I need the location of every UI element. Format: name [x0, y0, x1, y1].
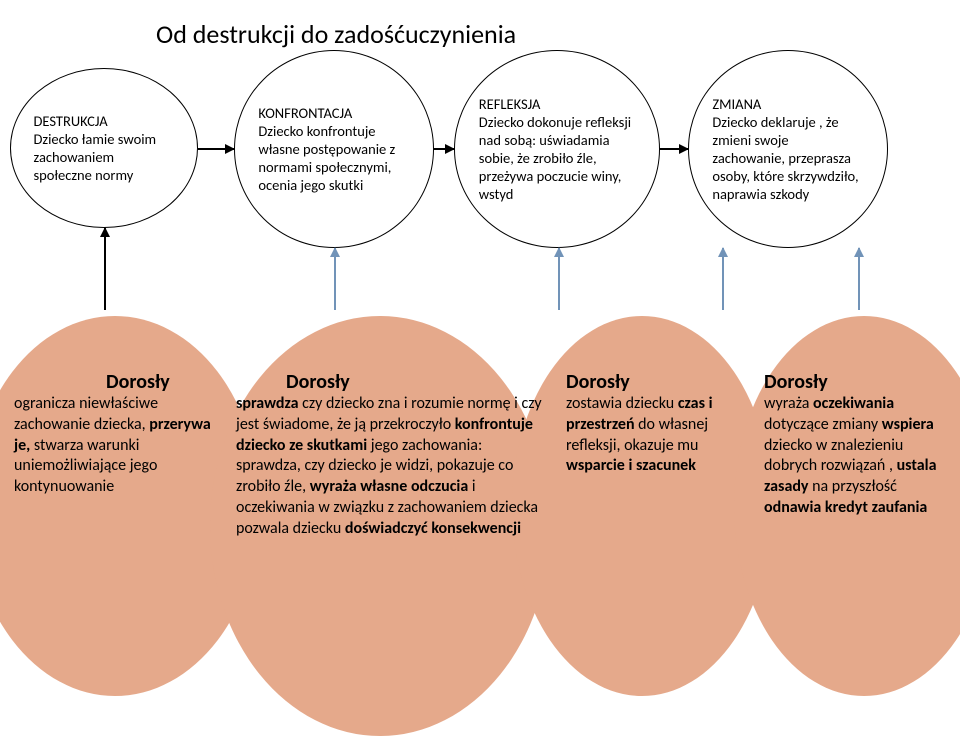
stage-name: ZMIANA: [712, 95, 863, 113]
up-arrow-2: [558, 248, 560, 310]
up-arrow-0: [104, 228, 106, 310]
adult-block-1: Dorosłysprawdza czy dziecko zna i rozumi…: [236, 370, 544, 540]
adult-head: Dorosły: [286, 370, 544, 394]
flow-arrow-0: [198, 148, 234, 150]
flow-arrow-1: [434, 148, 454, 150]
stage-name: REFLEKSJA: [479, 95, 635, 113]
stage-body: Dziecko konfrontuje własne postępowanie …: [258, 122, 409, 195]
adult-head: Dorosły: [566, 370, 736, 394]
stage-name: KONFRONTACJA: [258, 104, 409, 122]
adult-head: Dorosły: [106, 370, 214, 394]
stage-body: Dziecko dokonuje refleksji nad sobą: uśw…: [479, 113, 635, 204]
stage-body: Dziecko łamie swoim zachowaniem społeczn…: [33, 130, 174, 184]
adult-block-2: Dorosłyzostawia dziecku czas i przestrze…: [566, 370, 736, 477]
adult-body: sprawdza czy dziecko zna i rozumie normę…: [236, 394, 544, 540]
adult-body: wyraża oczekiwania dotyczące zmiany wspi…: [764, 394, 954, 519]
stage-ellipse-1: KONFRONTACJADziecko konfrontuje własne p…: [234, 50, 434, 248]
stage-name: DESTRUKCJA: [33, 112, 174, 130]
stage-ellipse-2: REFLEKSJADziecko dokonuje refleksji nad …: [454, 50, 660, 248]
adult-block-3: Dorosływyraża oczekiwania dotyczące zmia…: [764, 370, 954, 519]
up-arrow-1: [334, 248, 336, 310]
up-arrow-3: [722, 248, 724, 310]
up-arrow-4: [858, 248, 860, 310]
stage-body: Dziecko deklaruje , że zmieni swoje zach…: [712, 113, 863, 204]
adult-body: ogranicza niewłaściwe zachowanie dziecka…: [14, 394, 214, 498]
adult-block-0: Dorosłyogranicza niewłaściwe zachowanie …: [14, 370, 214, 498]
page-title: Od destrukcji do zadośćuczynienia: [156, 18, 516, 50]
adult-head: Dorosły: [764, 370, 954, 394]
stage-ellipse-0: DESTRUKCJADziecko łamie swoim zachowanie…: [10, 68, 198, 228]
stage-ellipse-3: ZMIANADziecko deklaruje , że zmieni swoj…: [688, 50, 888, 248]
flow-arrow-2: [660, 148, 688, 150]
adult-body: zostawia dziecku czas i przestrzeń do wł…: [566, 394, 736, 477]
